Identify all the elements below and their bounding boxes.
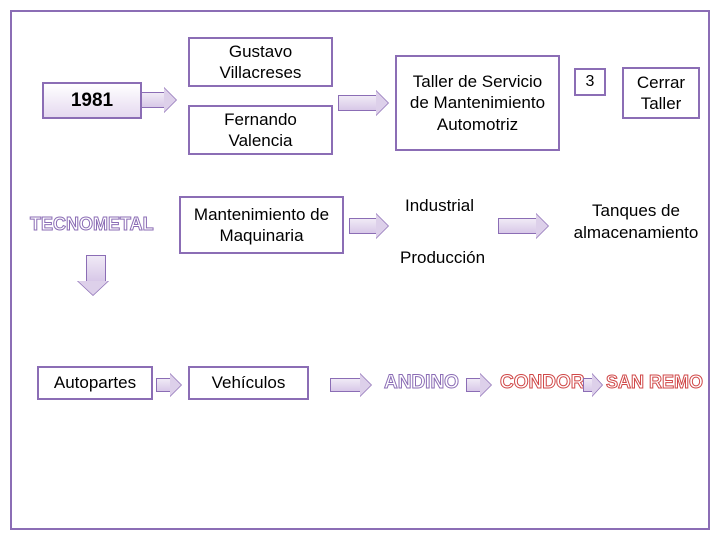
andino-label: ANDINO xyxy=(384,372,459,393)
box-vehiculos: Vehículos xyxy=(188,366,309,400)
condor-label: CONDOR xyxy=(500,372,584,393)
box-cerrar: Cerrar Taller xyxy=(622,67,700,119)
text-condor: CONDOR xyxy=(500,372,584,394)
box-num3: 3 xyxy=(574,68,606,96)
arrow-right xyxy=(330,373,372,397)
arrow-down xyxy=(83,255,109,296)
mant-text: Mantenimiento de Maquinaria xyxy=(187,204,336,247)
arrow-right xyxy=(156,373,182,397)
box-year: 1981 xyxy=(42,82,142,119)
vehiculos-text: Vehículos xyxy=(212,372,286,393)
text-produccion: Producción xyxy=(400,248,485,268)
box-mant: Mantenimiento de Maquinaria xyxy=(179,196,344,254)
arrow-right xyxy=(338,90,389,116)
year-text: 1981 xyxy=(71,89,113,113)
tanques-label: Tanques de almacenamiento xyxy=(574,201,699,242)
autopartes-text: Autopartes xyxy=(54,372,136,393)
box-autopartes: Autopartes xyxy=(37,366,153,400)
arrow-right xyxy=(141,87,177,113)
text-andino: ANDINO xyxy=(384,372,459,394)
text-tecnometal: TECNOMETAL xyxy=(30,214,154,235)
tecnometal-label: TECNOMETAL xyxy=(30,214,154,234)
arrow-right xyxy=(466,373,492,397)
sanremo-label: SAN REMO xyxy=(606,372,703,392)
arrow-right xyxy=(349,213,389,239)
arrow-right xyxy=(583,373,603,397)
box-name1: Gustavo Villacreses xyxy=(188,37,333,87)
industrial-label: Industrial xyxy=(405,196,474,215)
text-tanques: Tanques de almacenamiento xyxy=(561,200,711,244)
taller-text: Taller de Servicio de Mantenimiento Auto… xyxy=(403,71,552,135)
cerrar-text: Cerrar Taller xyxy=(630,72,692,115)
produccion-label: Producción xyxy=(400,248,485,267)
text-sanremo: SAN REMO xyxy=(606,372,703,393)
box-name2: Fernando Valencia xyxy=(188,105,333,155)
name2-text: Fernando Valencia xyxy=(196,109,325,152)
text-industrial: Industrial xyxy=(405,196,474,216)
arrow-right xyxy=(498,213,549,239)
box-taller: Taller de Servicio de Mantenimiento Auto… xyxy=(395,55,560,151)
num3-text: 3 xyxy=(586,72,595,92)
name1-text: Gustavo Villacreses xyxy=(196,41,325,84)
